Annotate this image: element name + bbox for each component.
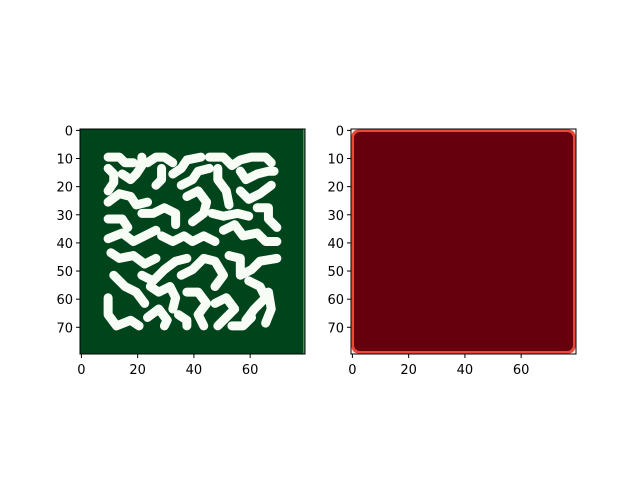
left-y-tick-label: 60 [56, 293, 73, 308]
right-heatmap-field [354, 132, 573, 351]
left-heatmap-maze [103, 152, 282, 331]
maze-stripe [204, 152, 276, 171]
right-y-tick-label: 0 [336, 124, 344, 139]
maze-stripe [137, 253, 192, 286]
right-y-ticks: 0 10 20 30 40 50 60 70 [327, 124, 351, 336]
maze-stripe [145, 282, 181, 314]
left-heatmap-image [80, 129, 305, 354]
right-axes-frame [350, 128, 577, 355]
right-y-tick-label: 60 [327, 293, 344, 308]
maze-stripe [103, 293, 144, 331]
maze-stripe [210, 293, 240, 331]
maze-stripe [227, 312, 257, 331]
left-x-tick-label: 20 [129, 363, 146, 378]
left-x-tick-label: 0 [77, 363, 85, 378]
maze-stripe [168, 152, 206, 179]
right-y-tick-label: 70 [327, 321, 344, 336]
maze-stripe [103, 214, 133, 232]
left-y-tick-label: 70 [56, 321, 73, 336]
maze-stripe [176, 253, 228, 291]
maze-stripe [218, 220, 282, 246]
left-y-tick-label: 10 [56, 153, 73, 168]
maze-stripe [252, 203, 282, 232]
right-y-tick-label: 30 [327, 209, 344, 224]
maze-stripe [224, 251, 282, 280]
maze-stripe [117, 152, 147, 185]
left-heatmap-edge-strip [303, 129, 305, 354]
right-heatmap-image [351, 129, 576, 354]
left-x-ticks: 0 20 40 60 [77, 354, 258, 378]
maze-stripe [106, 248, 161, 269]
maze-stripe [176, 163, 214, 190]
left-y-ticks: 0 10 20 30 40 50 60 70 [56, 124, 80, 336]
left-y-tick-label: 40 [56, 237, 73, 252]
maze-stripe [103, 189, 152, 210]
maze-stripe [173, 310, 192, 331]
maze-stripe [207, 208, 254, 221]
left-y-tick-label: 30 [56, 209, 73, 224]
right-y-tick-label: 10 [327, 153, 344, 168]
right-x-tick-label: 40 [457, 363, 474, 378]
maze-stripe [261, 287, 276, 328]
right-x-tick-label: 20 [400, 363, 417, 378]
maze-stripe [235, 166, 279, 185]
left-y-tick-label: 20 [56, 181, 73, 196]
right-x-tick-label: 60 [513, 363, 530, 378]
maze-stripe [157, 231, 220, 246]
right-x-tick-label: 0 [348, 363, 356, 378]
left-y-tick-label: 50 [56, 265, 73, 280]
maze-stripe [213, 163, 234, 210]
maze-stripe [103, 163, 119, 196]
left-x-tick-label: 60 [242, 363, 259, 378]
right-y-tick-label: 50 [327, 265, 344, 280]
right-y-tick-label: 40 [327, 237, 344, 252]
maze-stripe [103, 225, 161, 246]
maze-stripe [143, 152, 178, 168]
maze-stripe [103, 152, 138, 168]
maze-stripe [182, 186, 212, 227]
maze-stripe [143, 304, 172, 331]
right-heatmap-panel: 0 20 40 60 0 10 20 30 40 50 60 70 [327, 124, 577, 378]
left-axes-frame [79, 128, 306, 355]
right-x-ticks: 0 20 40 60 [348, 354, 529, 378]
maze-stripe [137, 203, 181, 230]
maze-stripe [109, 270, 150, 308]
maze-stripe [235, 180, 276, 204]
left-x-tick-label: 40 [186, 363, 203, 378]
left-heatmap-panel: 0 20 40 60 0 10 20 30 40 50 60 70 [56, 124, 306, 378]
maze-stripe [182, 287, 212, 331]
maze-stripe [151, 163, 167, 190]
left-y-tick-label: 0 [65, 124, 73, 139]
right-y-tick-label: 20 [327, 181, 344, 196]
